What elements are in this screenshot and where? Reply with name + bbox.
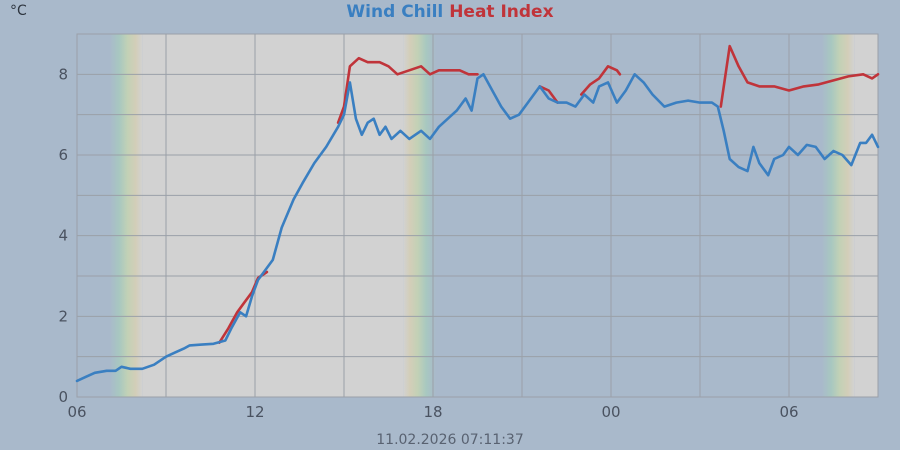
title-wind-chill: Wind Chill bbox=[346, 2, 444, 22]
day-area-1 bbox=[142, 34, 404, 397]
y-tick-label: 0 bbox=[58, 388, 68, 406]
title-heat-index: Heat Index bbox=[449, 2, 554, 22]
x-tick-label: 00 bbox=[601, 403, 620, 421]
day-area-2 bbox=[854, 34, 878, 397]
chart-title: Wind Chill Heat Index bbox=[0, 2, 900, 22]
y-tick-label: 8 bbox=[58, 65, 68, 83]
y-tick-label: 6 bbox=[58, 146, 68, 164]
series-line-heat-index bbox=[538, 85, 559, 104]
dawn-band-2 bbox=[821, 34, 855, 397]
x-tick-label: 12 bbox=[245, 403, 264, 421]
series-line-heat-index bbox=[336, 56, 479, 124]
y-unit-label: °C bbox=[10, 3, 27, 19]
dusk-band-1 bbox=[403, 34, 436, 397]
y-tick-label: 4 bbox=[58, 227, 68, 245]
plot-frame bbox=[76, 33, 879, 398]
series-line-wind-chill bbox=[75, 73, 880, 383]
dawn-band-1 bbox=[109, 34, 143, 397]
x-tick-label: 06 bbox=[779, 403, 798, 421]
plot-background bbox=[77, 34, 878, 397]
series-layer bbox=[75, 44, 880, 383]
x-tick-label: 18 bbox=[423, 403, 442, 421]
grid bbox=[76, 33, 879, 398]
series-line-heat-index bbox=[719, 44, 880, 108]
timestamp: 11.02.2026 07:11:37 bbox=[376, 432, 524, 448]
x-tick-label: 06 bbox=[67, 403, 86, 421]
series-line-heat-index bbox=[580, 65, 622, 96]
y-tick-label: 2 bbox=[58, 307, 68, 325]
